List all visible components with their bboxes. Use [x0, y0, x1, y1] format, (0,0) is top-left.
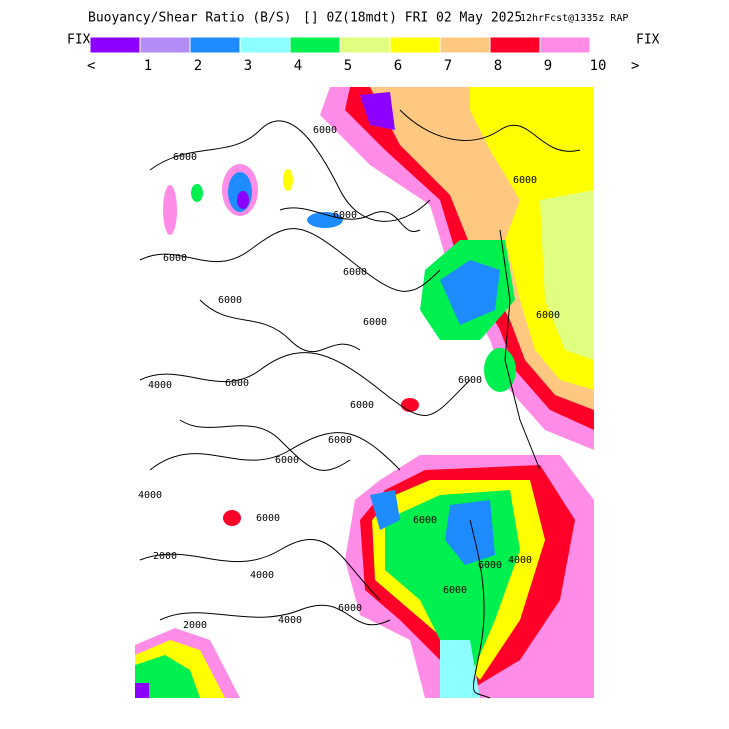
contour-label: 4000 [138, 490, 162, 501]
contour-label: 6000 [443, 585, 467, 596]
shade [440, 640, 480, 698]
next-button[interactable]: > [631, 58, 639, 74]
shade [191, 184, 203, 202]
contour-label: 6000 [328, 435, 352, 446]
contour-label: 6000 [333, 210, 357, 221]
shade [135, 655, 200, 698]
contour-label: 6000 [313, 125, 337, 136]
contour-label: 6000 [536, 310, 560, 321]
contour-label: 6000 [350, 400, 374, 411]
legend-swatch [439, 36, 491, 54]
legend-swatch [239, 36, 291, 54]
valid-time: [] 0Z(18mdt) FRI 02 May 2025 [303, 11, 522, 26]
legend-swatch [389, 36, 441, 54]
contour-label: 6000 [513, 175, 537, 186]
shade [540, 190, 594, 360]
legend-swatch [189, 36, 241, 54]
legend-swatch [339, 36, 391, 54]
legend-label: 10 [590, 58, 607, 74]
contour-label: 6000 [218, 295, 242, 306]
contours [139, 109, 581, 699]
legend-label: 9 [544, 58, 552, 74]
legend-label: 1 [144, 58, 152, 74]
legend-label: 5 [344, 58, 352, 74]
contour-label: 4000 [250, 570, 274, 581]
contour-label: 2000 [183, 620, 207, 631]
contour-label: 6000 [173, 152, 197, 163]
map: 6000 6000 6000 6000 6000 6000 4000 6000 6000 6000… [135, 87, 594, 699]
legend-label: 2 [194, 58, 202, 74]
shade [401, 398, 419, 412]
shade [223, 510, 241, 526]
prev-button[interactable]: < [87, 58, 95, 74]
contour-label: 6000 [338, 603, 362, 614]
contour-label: 6000 [163, 253, 187, 264]
legend-label: 6 [394, 58, 402, 74]
contour-label: 6000 [478, 560, 502, 571]
contour-label: 4000 [278, 615, 302, 626]
legend-label: 7 [444, 58, 452, 74]
shade [440, 260, 500, 325]
contour-label: 6000 [458, 375, 482, 386]
contour-label: 4000 [508, 555, 532, 566]
legend: 1 2 3 4 5 6 7 8 9 10 [89, 36, 607, 74]
legend-label: 4 [294, 58, 302, 74]
shade [307, 212, 343, 228]
contour-labels: 6000 6000 6000 6000 6000 6000 4000 6000 6000 6000… [138, 125, 560, 631]
shade [484, 348, 516, 392]
fix-right[interactable]: FIX [636, 33, 660, 48]
forecast-info: 12hrFcst@1335z RAP [520, 13, 628, 24]
contour-label: 6000 [343, 267, 367, 278]
shade [283, 169, 293, 191]
legend-swatch [139, 36, 191, 54]
contour-label: 6000 [413, 515, 437, 526]
shade [237, 191, 249, 209]
legend-swatch [539, 36, 591, 54]
legend-swatch [289, 36, 341, 54]
contour-label: 6000 [256, 513, 280, 524]
title: Buoyancy/Shear Ratio (B/S) [88, 11, 292, 26]
contour-label: 2000 [153, 551, 177, 562]
shade [135, 683, 149, 698]
legend-label: 8 [494, 58, 502, 74]
legend-swatch [489, 36, 541, 54]
legend-label: 3 [244, 58, 252, 74]
contour-label: 6000 [363, 317, 387, 328]
contour-label: 6000 [275, 455, 299, 466]
shade [370, 490, 400, 530]
shade [360, 92, 395, 130]
legend-swatch [89, 36, 141, 54]
contour-label: 4000 [148, 380, 172, 391]
shade [445, 500, 495, 565]
fix-left[interactable]: FIX [67, 33, 91, 48]
shade [163, 185, 177, 235]
contour-label: 6000 [225, 378, 249, 389]
